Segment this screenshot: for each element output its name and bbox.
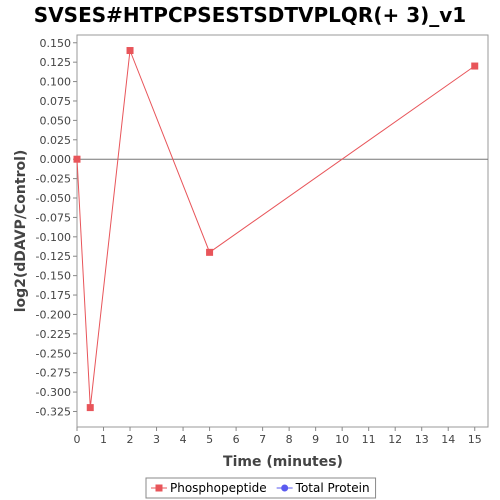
data-point	[73, 155, 81, 163]
legend-label: Phosphopeptide	[170, 481, 267, 495]
legend-label: Total Protein	[295, 481, 370, 495]
y-tick-label: -0.175	[36, 289, 71, 302]
legend-swatch-marker	[281, 484, 289, 492]
y-tick-label: -0.050	[36, 192, 71, 205]
x-tick-label: 14	[441, 433, 455, 446]
y-tick-label: 0.050	[40, 114, 72, 127]
legend-swatch-marker	[155, 484, 163, 492]
legend-box	[145, 477, 377, 499]
y-tick-label: -0.075	[36, 211, 71, 224]
y-tick-label: 0.100	[40, 76, 72, 89]
y-tick-label: -0.025	[36, 173, 71, 186]
x-tick-label: 10	[335, 433, 349, 446]
y-tick-label: -0.250	[36, 347, 71, 360]
data-point	[126, 47, 134, 55]
x-tick-label: 0	[74, 433, 81, 446]
y-tick-label: -0.275	[36, 367, 71, 380]
y-tick-label: 0.025	[40, 134, 72, 147]
y-tick-label: 0.075	[40, 95, 72, 108]
x-axis-title: Time (minutes)	[223, 454, 343, 470]
y-tick-label: -0.150	[36, 270, 71, 283]
x-tick-label: 9	[312, 433, 319, 446]
data-point	[206, 248, 214, 256]
y-tick-label: -0.100	[36, 231, 71, 244]
y-axis: 0.150 0.125 0.100 0.075 0.050 0.025 0.000 -0.02…	[36, 37, 77, 418]
x-tick-label: 8	[286, 433, 293, 446]
x-tick-label: 1	[100, 433, 107, 446]
x-tick-label: 7	[259, 433, 266, 446]
x-tick-label: 6	[233, 433, 240, 446]
y-tick-label: 0.000	[40, 153, 72, 166]
x-tick-label: 13	[415, 433, 429, 446]
x-tick-label: 4	[180, 433, 187, 446]
legend: Phosphopeptide Total Protein	[145, 477, 377, 499]
x-tick-label: 5	[206, 433, 213, 446]
y-tick-label: -0.225	[36, 328, 71, 341]
plot-area	[76, 34, 489, 428]
y-tick-label: 0.150	[40, 37, 72, 50]
y-tick-label: -0.300	[36, 386, 71, 399]
x-tick-label: 11	[362, 433, 376, 446]
x-tick-label: 12	[388, 433, 402, 446]
x-tick-label: 2	[127, 433, 134, 446]
y-tick-label: -0.325	[36, 405, 71, 418]
x-axis: 0 1 2 3 4 5 6 7 8 9 10 11 12 13 14 15	[74, 427, 482, 446]
y-axis-title: log2(dDAVP/Control)	[13, 150, 29, 313]
y-tick-label: -0.125	[36, 250, 71, 263]
x-tick-label: 15	[468, 433, 482, 446]
x-tick-label: 3	[153, 433, 160, 446]
data-point	[86, 404, 94, 412]
y-tick-label: -0.200	[36, 308, 71, 321]
plot-layer	[73, 47, 488, 412]
y-tick-label: 0.125	[40, 56, 72, 69]
data-point	[471, 62, 479, 70]
chart-title: SVSES#HTPCPSESTSDTVPLQR(+ 3)_v1	[34, 3, 466, 27]
